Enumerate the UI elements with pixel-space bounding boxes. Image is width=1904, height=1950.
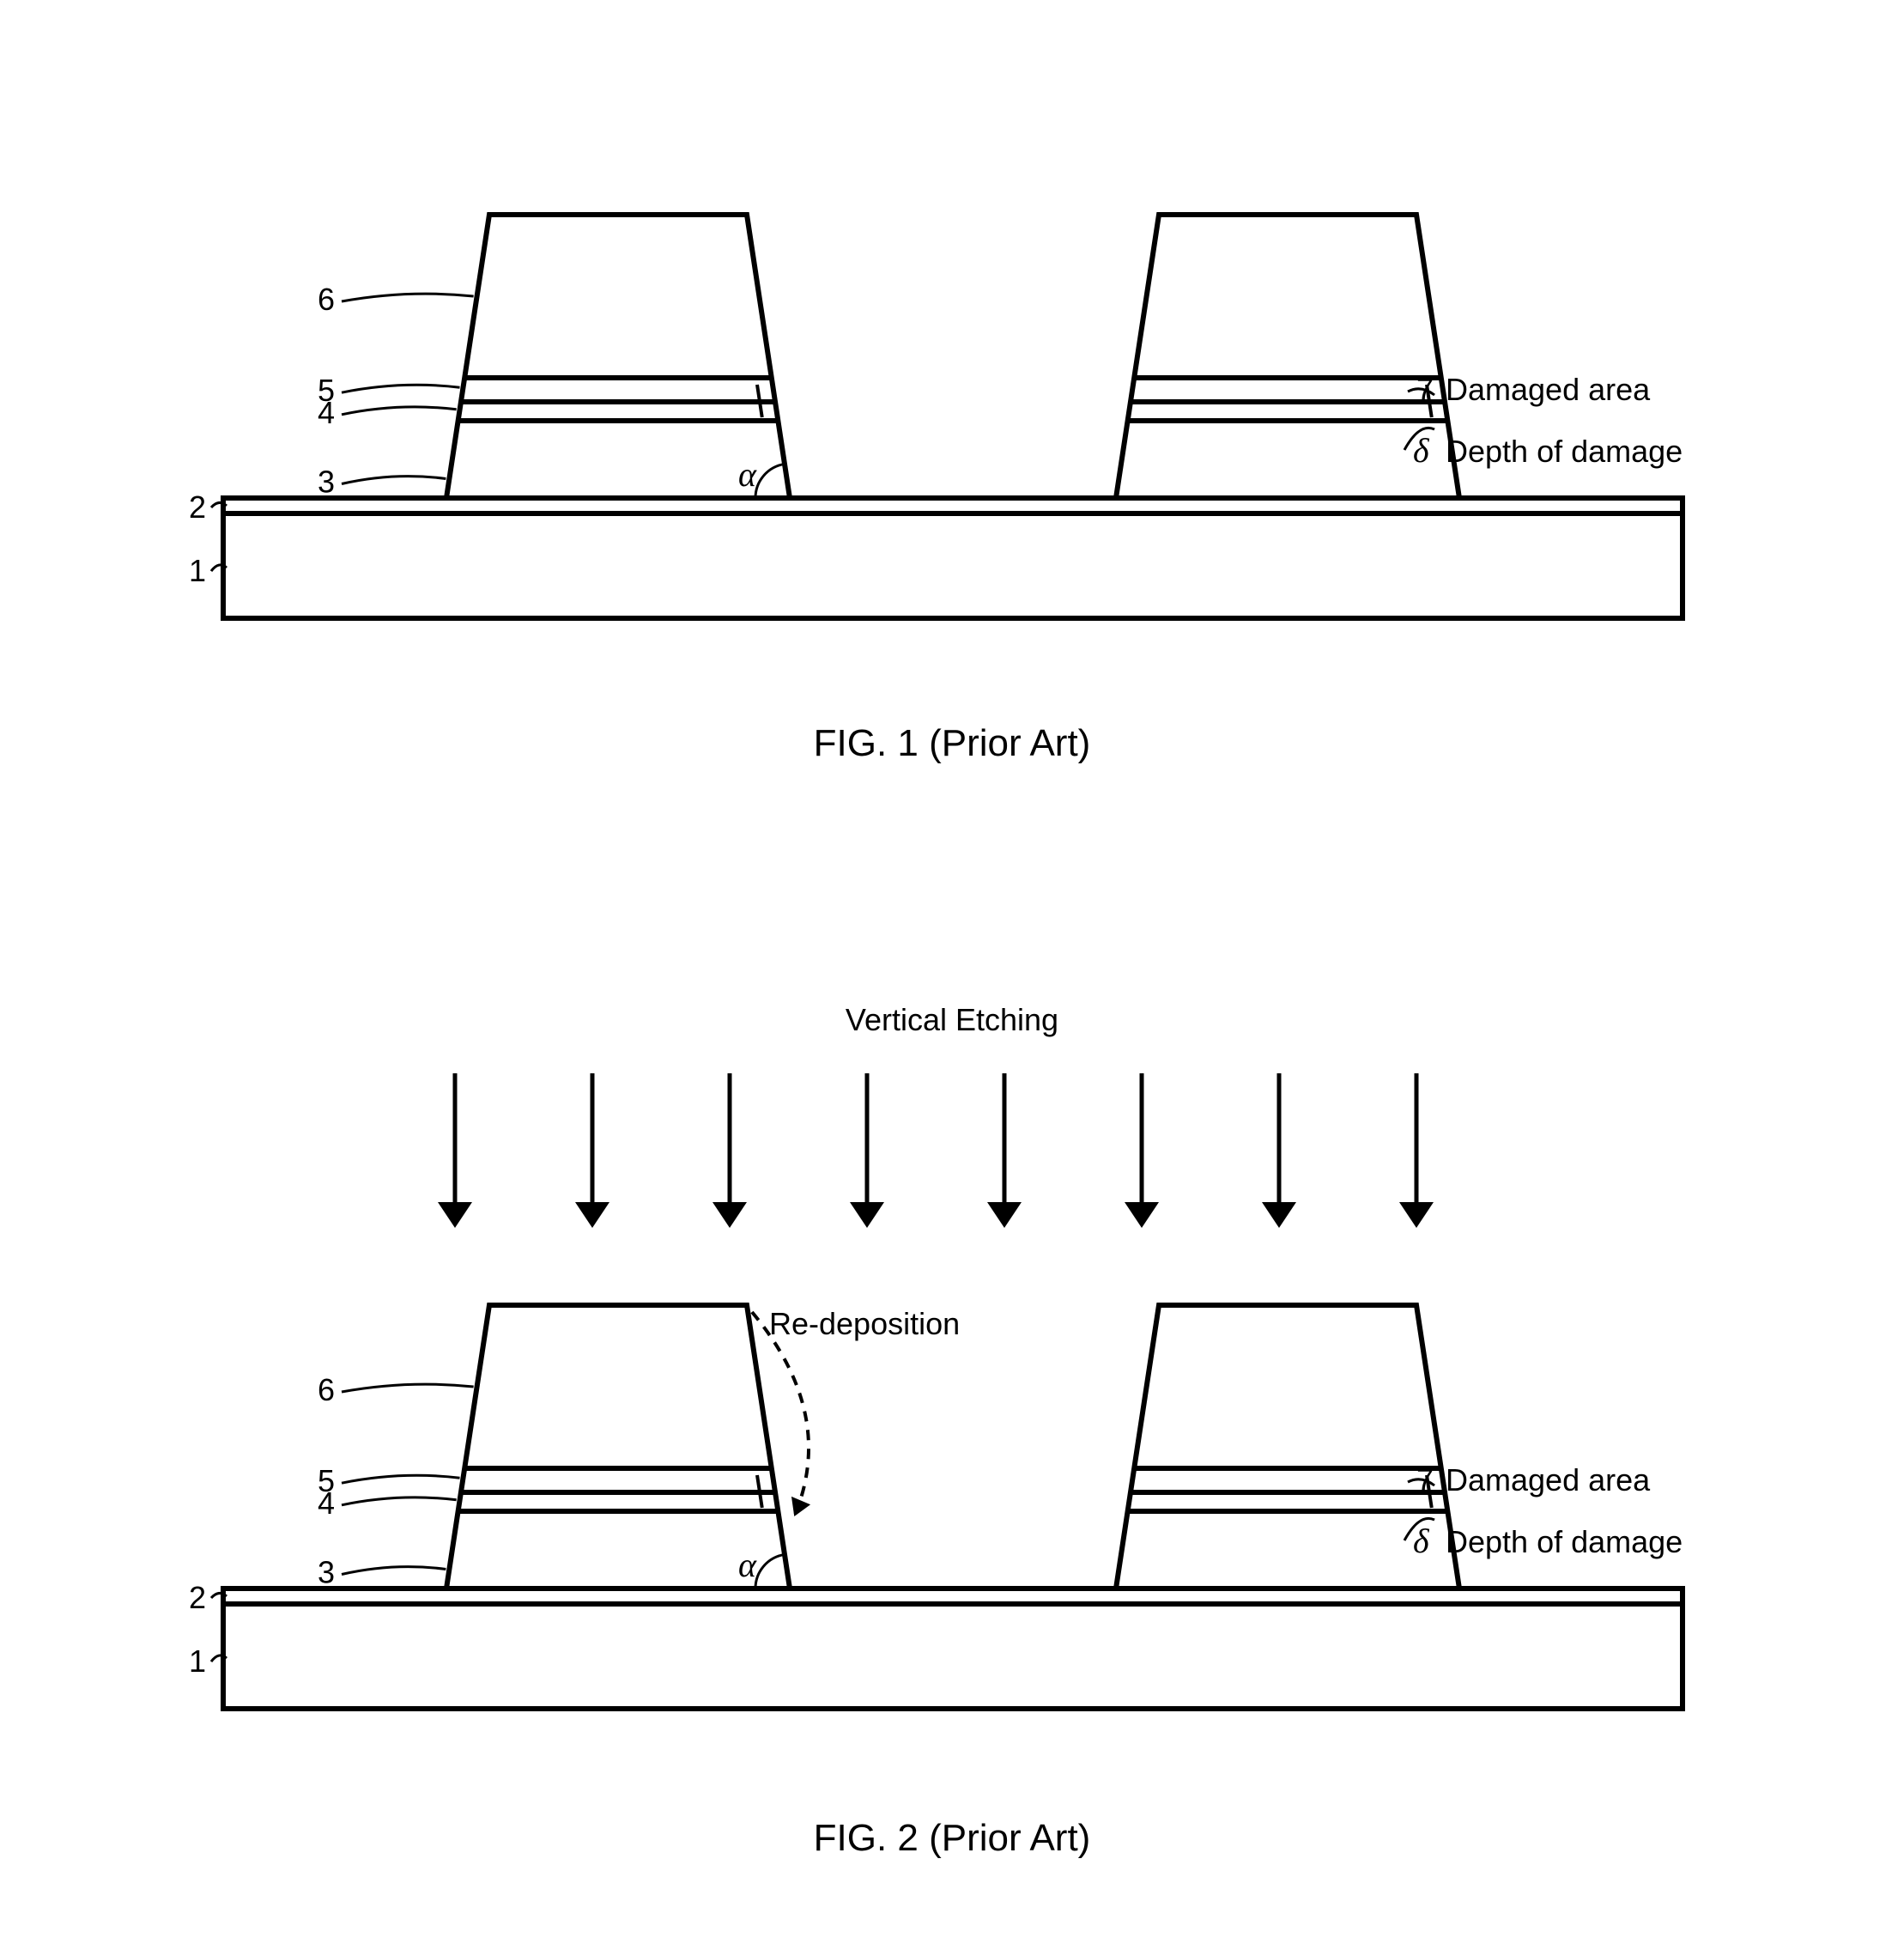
svg-text:Depth of damage: Depth of damage [1446,434,1683,469]
svg-text:Re-deposition: Re-deposition [769,1306,960,1341]
svg-text:6: 6 [318,1372,335,1407]
svg-text:1: 1 [189,553,206,588]
svg-text:3: 3 [318,465,335,500]
svg-text:2: 2 [189,489,206,525]
svg-text:6: 6 [318,282,335,317]
svg-text:FIG. 2 (Prior Art): FIG. 2 (Prior Art) [814,1817,1091,1859]
svg-text:Vertical Etching: Vertical Etching [846,1002,1058,1037]
svg-text:1: 1 [189,1643,206,1679]
svg-text:α: α [738,455,757,494]
svg-text:δ: δ [1413,431,1430,470]
svg-text:Damaged area: Damaged area [1446,1462,1651,1497]
svg-text:2: 2 [189,1580,206,1615]
svg-text:FIG. 1 (Prior Art): FIG. 1 (Prior Art) [814,722,1091,764]
prior-art-figures: α6543217Damaged areaδDepth of damageFIG.… [0,0,1904,1950]
svg-text:Damaged area: Damaged area [1446,372,1651,407]
svg-text:4: 4 [318,1485,335,1521]
svg-text:α: α [738,1546,757,1584]
svg-text:δ: δ [1413,1522,1430,1560]
svg-text:4: 4 [318,395,335,430]
svg-text:Depth of damage: Depth of damage [1446,1524,1683,1559]
svg-text:3: 3 [318,1555,335,1590]
